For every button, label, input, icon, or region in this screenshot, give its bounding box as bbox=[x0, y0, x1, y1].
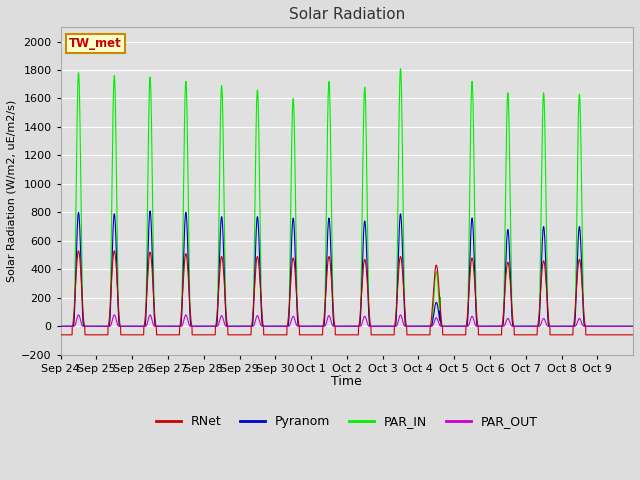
RNet bbox=[629, 332, 637, 338]
Pyranom bbox=[471, 277, 479, 283]
RNet bbox=[174, 332, 182, 338]
X-axis label: Time: Time bbox=[332, 375, 362, 388]
Pyranom bbox=[420, 324, 428, 329]
Text: TW_met: TW_met bbox=[69, 37, 122, 50]
PAR_IN bbox=[542, 179, 550, 184]
Pyranom bbox=[542, 260, 550, 266]
PAR_IN bbox=[471, 225, 479, 230]
RNet bbox=[623, 332, 630, 338]
PAR_IN bbox=[174, 324, 182, 329]
Pyranom bbox=[174, 324, 182, 329]
PAR_OUT bbox=[623, 324, 630, 329]
PAR_OUT bbox=[174, 324, 182, 329]
RNet bbox=[508, 298, 515, 303]
Line: PAR_IN: PAR_IN bbox=[61, 69, 633, 326]
PAR_OUT bbox=[629, 324, 637, 329]
Line: PAR_OUT: PAR_OUT bbox=[61, 315, 633, 326]
PAR_IN bbox=[508, 277, 515, 283]
RNet bbox=[57, 332, 65, 338]
PAR_IN bbox=[623, 324, 630, 329]
RNet bbox=[542, 275, 550, 280]
PAR_OUT bbox=[75, 312, 83, 318]
PAR_OUT bbox=[57, 324, 65, 329]
PAR_IN bbox=[629, 324, 637, 329]
Title: Solar Radiation: Solar Radiation bbox=[289, 7, 405, 22]
RNet bbox=[420, 332, 428, 338]
PAR_IN bbox=[57, 324, 65, 329]
PAR_OUT bbox=[420, 324, 428, 329]
Line: Pyranom: Pyranom bbox=[61, 211, 633, 326]
Legend: RNet, Pyranom, PAR_IN, PAR_OUT: RNet, Pyranom, PAR_IN, PAR_OUT bbox=[150, 410, 543, 433]
PAR_OUT bbox=[508, 323, 515, 328]
PAR_OUT bbox=[542, 320, 550, 325]
PAR_IN bbox=[397, 66, 404, 72]
PAR_OUT bbox=[471, 321, 479, 326]
Y-axis label: Solar Radiation (W/m2, uE/m2/s): Solar Radiation (W/m2, uE/m2/s) bbox=[7, 100, 17, 282]
Pyranom bbox=[508, 301, 515, 307]
PAR_IN bbox=[420, 324, 428, 329]
RNet bbox=[471, 284, 479, 289]
Line: RNet: RNet bbox=[61, 251, 633, 335]
RNet bbox=[75, 248, 83, 254]
Pyranom bbox=[147, 208, 154, 214]
Pyranom bbox=[629, 324, 637, 329]
Pyranom bbox=[57, 324, 65, 329]
Pyranom bbox=[623, 324, 630, 329]
